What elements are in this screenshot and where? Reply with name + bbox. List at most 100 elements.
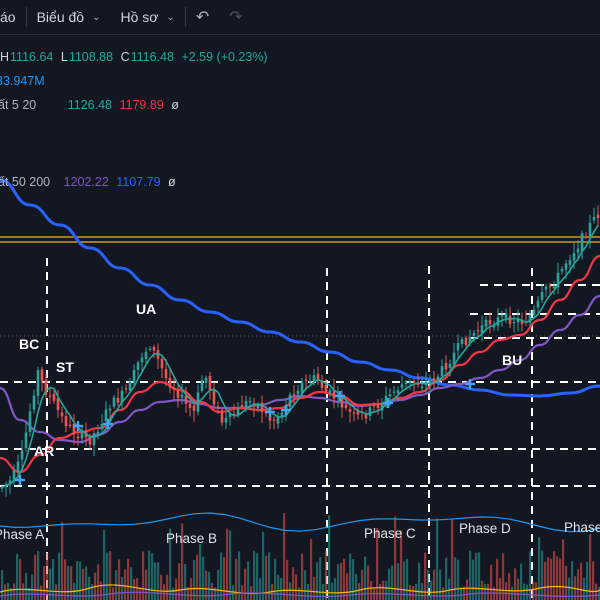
volume-bar bbox=[175, 578, 178, 600]
volume-bar bbox=[109, 551, 112, 600]
volume-bar bbox=[22, 583, 25, 600]
candle-body bbox=[244, 400, 248, 408]
volume-bar bbox=[559, 558, 562, 600]
candle-body bbox=[340, 397, 344, 408]
volume-bar bbox=[391, 565, 394, 600]
candle-body bbox=[68, 424, 72, 426]
candle-body bbox=[532, 309, 536, 315]
volume-bar bbox=[517, 578, 520, 600]
high-label: H bbox=[0, 50, 10, 64]
candle-body bbox=[408, 381, 412, 384]
candle-body bbox=[80, 432, 84, 439]
candle-body bbox=[392, 391, 396, 393]
redo-icon[interactable]: ↷ bbox=[229, 9, 243, 26]
candle-body bbox=[288, 394, 292, 408]
chevron-down-icon: ⌄ bbox=[166, 11, 175, 23]
candle-body bbox=[332, 390, 336, 399]
ma20-value: 1179.89 bbox=[119, 98, 164, 112]
volume-bar bbox=[553, 551, 556, 600]
volume-bar bbox=[19, 559, 22, 600]
candle-body bbox=[544, 286, 548, 290]
volume-bar bbox=[355, 574, 358, 600]
candle-body bbox=[48, 395, 52, 397]
price-chart[interactable]: Phase A Phase B Phase C Phase D Phase BC… bbox=[0, 34, 600, 600]
volume-bar bbox=[430, 580, 433, 600]
candle-body bbox=[596, 214, 600, 218]
candle-body bbox=[60, 412, 64, 417]
candle-body bbox=[516, 318, 520, 323]
volume-bar bbox=[208, 571, 211, 600]
volume-bar bbox=[82, 568, 85, 600]
volume-bar bbox=[34, 554, 37, 600]
profile-menu-button[interactable]: Hồ sơ ⌄ bbox=[110, 9, 184, 25]
volume-bar bbox=[592, 561, 595, 600]
candle-body bbox=[312, 375, 316, 381]
volume-bar bbox=[475, 552, 478, 600]
volume-bar bbox=[256, 553, 259, 600]
candle-body bbox=[108, 408, 112, 411]
candle-body bbox=[568, 260, 572, 265]
candle-body bbox=[28, 411, 32, 432]
volume-bar bbox=[463, 586, 466, 600]
volume-bar bbox=[193, 560, 196, 600]
candle-body bbox=[304, 379, 308, 381]
candle-body bbox=[384, 395, 388, 404]
candle-body bbox=[176, 389, 180, 398]
undo-icon[interactable]: ↶ bbox=[195, 9, 210, 26]
candle-body bbox=[396, 390, 400, 394]
visibility-icon[interactable]: ø bbox=[168, 175, 176, 189]
phase-label: Phase A bbox=[0, 527, 44, 542]
volume-bar bbox=[508, 573, 511, 600]
volume-bar bbox=[589, 534, 592, 600]
candle-body bbox=[16, 461, 20, 472]
candle-body bbox=[584, 236, 588, 238]
chart-menu-button[interactable]: Biểu đồ ⌄ bbox=[27, 9, 111, 25]
candle-body bbox=[124, 388, 128, 390]
candle-body bbox=[64, 415, 68, 427]
volume-bar bbox=[163, 584, 166, 600]
candle-body bbox=[320, 381, 324, 388]
candle-body bbox=[588, 222, 592, 239]
ohlc-legend: H1116.64 L1108.88 C1116.48 +2.59 (+0.23%… bbox=[0, 50, 272, 64]
volume-bar bbox=[598, 586, 600, 600]
volume-bar bbox=[541, 550, 544, 600]
candle-body bbox=[236, 407, 240, 416]
event-label-bc: BC bbox=[19, 336, 39, 352]
volume-bar bbox=[376, 528, 379, 600]
volume-bar bbox=[67, 566, 70, 600]
candles bbox=[0, 205, 600, 497]
cut-menu-label[interactable]: áo bbox=[0, 9, 26, 25]
volume-bar bbox=[100, 581, 103, 600]
volume-bar bbox=[550, 558, 553, 600]
candle-body bbox=[480, 325, 484, 334]
volume-bar bbox=[58, 552, 61, 600]
candle-body bbox=[428, 380, 432, 384]
candle-body bbox=[364, 413, 368, 419]
volume-bar bbox=[397, 563, 400, 600]
high-value: 1116.64 bbox=[10, 50, 54, 64]
volume-bar bbox=[412, 586, 415, 600]
volume-bar bbox=[514, 568, 517, 600]
candle-body bbox=[292, 394, 296, 396]
candle-body bbox=[420, 386, 424, 388]
volume-bar bbox=[538, 537, 541, 600]
volume-bar bbox=[1, 570, 4, 600]
volume-bar bbox=[283, 513, 286, 600]
event-label-ar: AR bbox=[34, 443, 54, 459]
volume-bar bbox=[52, 559, 55, 600]
candle-body bbox=[116, 397, 120, 403]
volume-bar bbox=[85, 566, 88, 600]
candle-body bbox=[552, 286, 556, 289]
volume-bar bbox=[229, 530, 232, 600]
volume-bar bbox=[217, 569, 220, 600]
volume-bar bbox=[64, 559, 67, 600]
candle-body bbox=[228, 414, 232, 417]
toolbar-divider bbox=[184, 7, 186, 27]
volume-bar bbox=[145, 569, 148, 600]
candle-body bbox=[192, 405, 196, 411]
volume-bar bbox=[337, 564, 340, 600]
candle-body bbox=[376, 405, 380, 409]
visibility-icon[interactable]: ø bbox=[171, 98, 179, 112]
candle-body bbox=[316, 373, 320, 381]
volume-bar bbox=[586, 561, 589, 600]
